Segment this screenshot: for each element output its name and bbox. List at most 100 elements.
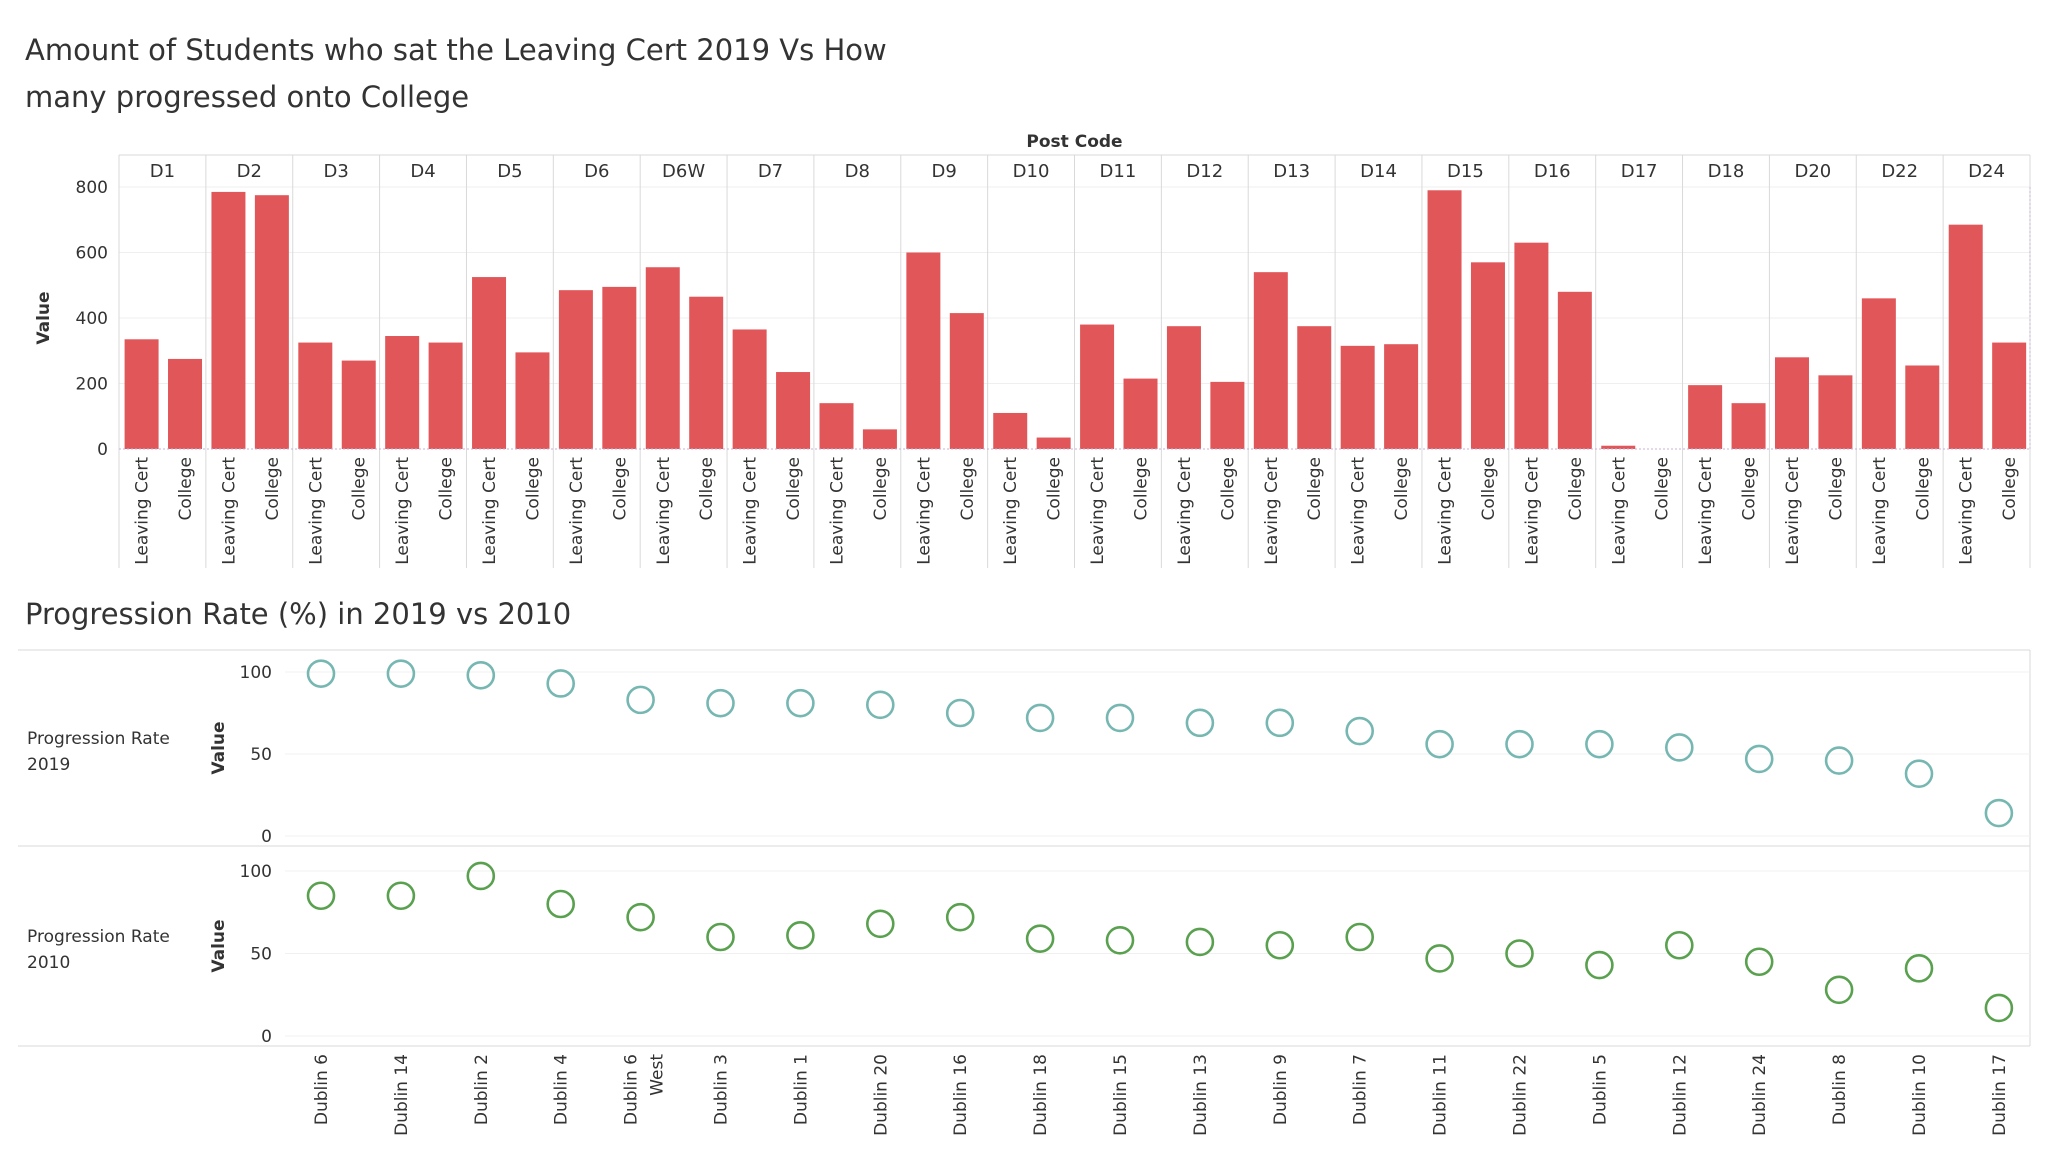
- x-sub-category-label: College: [263, 457, 283, 520]
- y-tick-label: 100: [240, 862, 272, 882]
- scatter-point: [1025, 924, 1055, 953]
- category-header-label: D16: [1534, 161, 1571, 182]
- scatter-point: [1265, 930, 1295, 960]
- x-sub-category-label: College: [1653, 457, 1673, 520]
- x-sub-category-label: College: [784, 457, 804, 520]
- bar: [1688, 385, 1723, 449]
- bar: [254, 195, 289, 449]
- x-category-label: Dublin 11: [1431, 1054, 1451, 1136]
- bar: [168, 358, 203, 449]
- x-sub-category-label: Leaving Cert: [654, 457, 674, 565]
- category-header-label: D4: [410, 161, 435, 182]
- bar: [1253, 272, 1288, 449]
- x-category-label: Dublin 24: [1750, 1054, 1770, 1136]
- bar: [906, 252, 941, 449]
- bar: [1601, 445, 1636, 449]
- x-category-label: Dublin 3: [712, 1054, 732, 1125]
- bar: [124, 339, 159, 449]
- x-category-label: Dublin 15: [1111, 1054, 1131, 1136]
- scatter-point: [1824, 975, 1854, 1005]
- x-sub-category-label: Leaving Cert: [393, 457, 413, 565]
- y-tick-label: 0: [261, 827, 272, 847]
- x-sub-category-label: Leaving Cert: [914, 457, 934, 565]
- bar: [341, 360, 376, 449]
- x-category-label: Dublin 9: [1271, 1054, 1291, 1125]
- category-header-label: D22: [1881, 161, 1918, 182]
- category-header-label: D1: [150, 161, 175, 182]
- scatter-point: [1505, 729, 1534, 759]
- bar: [1861, 298, 1896, 449]
- bar: [1297, 326, 1332, 449]
- x-category-label: Dublin 6 West: [622, 1054, 668, 1125]
- bar: [558, 290, 593, 449]
- scatter-point: [1345, 922, 1374, 952]
- bar: [862, 429, 897, 449]
- y-axis-title: Value: [34, 291, 54, 344]
- x-sub-category-label: College: [350, 457, 370, 520]
- x-sub-category-label: College: [1218, 457, 1238, 520]
- y-tick-label: 400: [76, 309, 108, 329]
- row-header-label: 2010: [27, 953, 70, 973]
- x-category-label: Dublin 10: [1910, 1054, 1930, 1136]
- x-sub-category-label: College: [697, 457, 717, 520]
- category-header-label: D10: [1013, 161, 1050, 182]
- bar: [1731, 403, 1766, 449]
- category-header-label: D6W: [662, 161, 705, 182]
- category-header-label: D17: [1621, 161, 1658, 182]
- x-sub-category-label: Leaving Cert: [1262, 457, 1282, 565]
- category-header-label: D2: [237, 161, 262, 182]
- scatter-point: [1425, 729, 1454, 759]
- bar: [1427, 190, 1462, 449]
- scatter-point: [1665, 930, 1694, 960]
- bar: [1080, 324, 1115, 449]
- scatter-point: [945, 902, 975, 932]
- scatter-point: [626, 685, 655, 715]
- category-header-label: D3: [324, 161, 349, 182]
- bar: [428, 342, 463, 449]
- scatter-point: [1744, 744, 1774, 774]
- bar: [385, 336, 420, 449]
- scatter-point: [386, 881, 416, 911]
- scatter-point: [306, 881, 336, 911]
- x-category-label: Dublin 22: [1511, 1054, 1531, 1136]
- bar: [1774, 357, 1809, 449]
- scatter-point: [786, 921, 815, 950]
- y-tick-label: 100: [240, 663, 272, 683]
- scatter-point: [1265, 708, 1295, 738]
- x-sub-category-label: College: [1045, 457, 1065, 520]
- category-header-label: D11: [1100, 161, 1137, 182]
- category-header-label: D15: [1447, 161, 1484, 182]
- bar: [1557, 291, 1592, 449]
- x-category-label: Dublin 1: [791, 1054, 811, 1125]
- bar: [1384, 344, 1419, 449]
- y-tick-label: 0: [261, 1027, 272, 1047]
- x-sub-category-label: College: [610, 457, 630, 520]
- x-sub-category-label: Leaving Cert: [1696, 457, 1716, 565]
- y-tick-label: 600: [76, 244, 108, 264]
- scatter-point: [1904, 759, 1934, 788]
- y-axis-title: Value: [209, 721, 229, 774]
- x-category-label: Dublin 8: [1830, 1054, 1850, 1125]
- y-tick-label: 200: [76, 375, 108, 395]
- x-category-label: Dublin 2: [472, 1054, 492, 1125]
- x-category-label: Dublin 7: [1351, 1054, 1371, 1125]
- x-sub-category-label: College: [1913, 457, 1933, 520]
- scatter-point: [1185, 708, 1215, 738]
- scatter-point: [1984, 993, 2014, 1023]
- x-category-label: Dublin 14: [392, 1054, 412, 1136]
- scatter-point: [1744, 947, 1774, 977]
- scatter-point: [386, 659, 416, 688]
- x-sub-category-label: Leaving Cert: [1436, 457, 1456, 565]
- bar: [1818, 375, 1853, 449]
- y-tick-label: 800: [76, 178, 108, 198]
- scatter-point: [1585, 729, 1614, 759]
- scatter-point: [466, 861, 496, 891]
- scatter-point: [786, 688, 815, 718]
- scatter-chart-title: Progression Rate (%) in 2019 vs 2010: [25, 597, 572, 631]
- bar: [1992, 342, 2027, 449]
- y-axis-title: Value: [209, 919, 229, 972]
- x-category-label: Dublin 17: [1990, 1054, 2010, 1136]
- category-header-label: D13: [1273, 161, 1310, 182]
- bar-chart-title: Amount of Students who sat the Leaving C…: [25, 33, 887, 114]
